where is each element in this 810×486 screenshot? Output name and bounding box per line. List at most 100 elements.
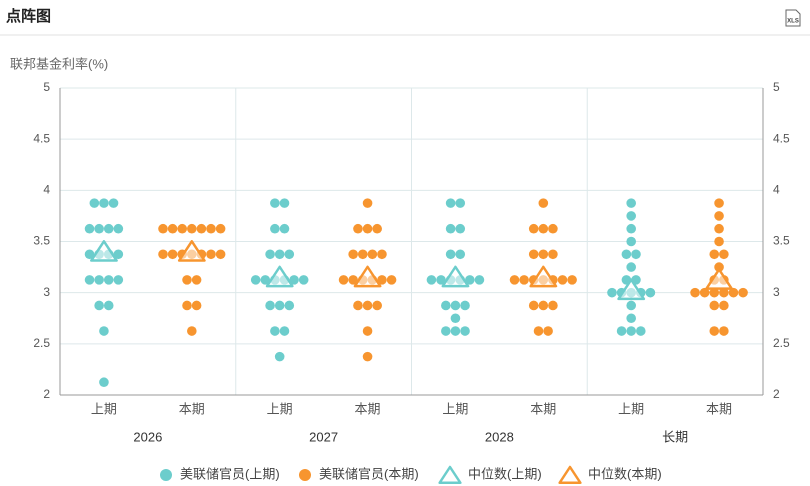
chart-title: 点阵图 [6, 7, 51, 25]
dot [84, 223, 95, 234]
legend-label: 中位数(上期) [468, 466, 542, 481]
dot [714, 262, 724, 272]
dot [270, 198, 280, 208]
dot [450, 326, 461, 336]
dot [626, 211, 636, 221]
dot [89, 198, 100, 208]
dot [353, 223, 363, 234]
x-tick-label: 本期 [530, 401, 556, 416]
y-tick-label: 4 [43, 183, 50, 197]
legend-swatch [438, 465, 462, 484]
dot [279, 326, 290, 336]
dot [158, 249, 168, 260]
y-tick-label: 3 [43, 285, 50, 299]
y-tick-label: 4.5 [33, 131, 50, 145]
dot [465, 275, 475, 285]
dot [631, 249, 641, 260]
dot [94, 223, 104, 234]
dot [719, 287, 729, 298]
dot [279, 198, 290, 208]
dot [274, 300, 285, 311]
dot [177, 223, 188, 234]
dot [386, 275, 397, 285]
x-tick-label: 上期 [618, 401, 644, 416]
dot [215, 223, 226, 234]
y2-tick-label: 4.5 [773, 131, 790, 145]
dot [709, 326, 720, 336]
dot [182, 300, 192, 311]
dot [445, 223, 456, 234]
dot [348, 249, 358, 260]
dot [738, 287, 748, 298]
median-marker [529, 265, 558, 288]
dot [191, 300, 202, 311]
y2-tick-label: 5 [773, 80, 780, 94]
dot [84, 249, 95, 260]
median-marker [177, 240, 206, 262]
y2-tick-label: 2.5 [773, 336, 790, 350]
dot [690, 287, 700, 298]
dot [103, 223, 114, 234]
dot [709, 300, 720, 311]
dot [99, 198, 109, 208]
dot [719, 249, 729, 260]
x-tick-label: 上期 [91, 401, 117, 416]
dot [158, 223, 168, 234]
dot [362, 326, 373, 336]
median-marker [705, 268, 733, 290]
dot [113, 223, 124, 234]
dot [548, 300, 558, 311]
dot [533, 326, 544, 336]
dot [528, 300, 539, 311]
x-tick-label: 上期 [267, 401, 293, 416]
dot [94, 275, 104, 285]
dot [274, 351, 285, 362]
export-icon[interactable] [785, 9, 801, 27]
dot [353, 300, 363, 311]
dot [270, 223, 280, 234]
dot [206, 223, 216, 234]
dot [362, 198, 373, 208]
dot [362, 223, 373, 234]
dot [538, 223, 549, 234]
dot [441, 300, 451, 311]
dot [372, 300, 382, 311]
group-label: 2026 [133, 429, 162, 444]
dot [626, 326, 636, 336]
dot [99, 377, 109, 388]
dot [187, 223, 197, 234]
dot [548, 223, 558, 234]
y2-tick-label: 3.5 [773, 234, 790, 248]
dot [714, 211, 724, 221]
dot [270, 326, 280, 336]
dot [372, 223, 382, 234]
dot [714, 198, 724, 208]
dot [362, 300, 373, 311]
dot [714, 223, 724, 234]
dot [196, 223, 207, 234]
dot [557, 275, 568, 285]
dot [509, 275, 520, 285]
dot [455, 249, 466, 260]
dot [719, 300, 729, 311]
x-tick-label: 本期 [706, 401, 732, 416]
dot [626, 262, 636, 272]
dot [284, 249, 295, 260]
dot [626, 313, 636, 324]
dot [528, 223, 539, 234]
dot [621, 249, 632, 260]
dot [728, 287, 739, 298]
group-label: 长期 [662, 429, 688, 444]
y-tick-label: 2 [43, 387, 50, 401]
dot [103, 300, 114, 311]
dot [460, 326, 470, 336]
export-label[interactable]: XLS [787, 19, 799, 25]
dot [626, 198, 636, 208]
median-marker [353, 265, 382, 288]
dot [99, 326, 109, 336]
dot [167, 249, 178, 260]
dot [84, 275, 95, 285]
dot [538, 198, 549, 208]
export-button[interactable]: XLS [785, 9, 801, 27]
